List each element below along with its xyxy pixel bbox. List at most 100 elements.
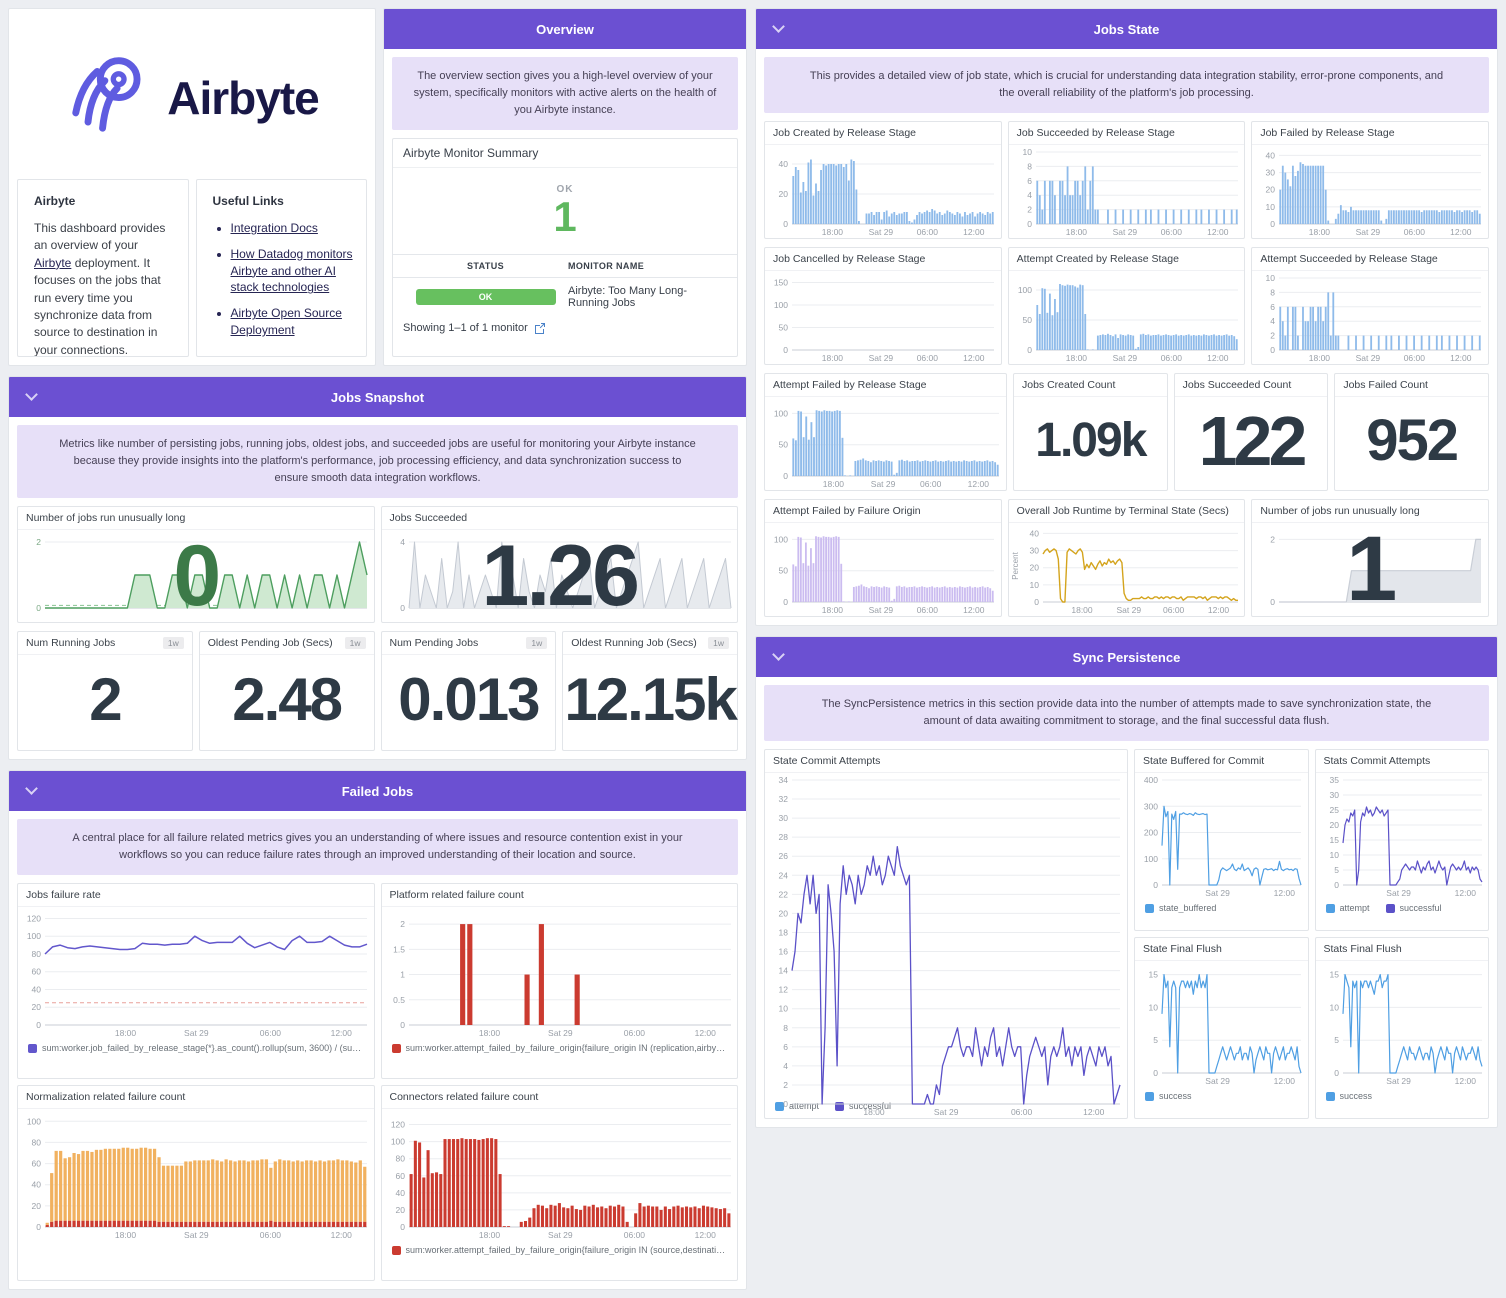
chart-title: Stats Final Flush [1323,943,1402,956]
stat-oldest-pending-job[interactable]: Oldest Pending Job (Secs) 1w 2.48 [198,631,375,752]
datadog-monitors-link[interactable]: How Datadog monitors Airbyte and other A… [230,246,353,295]
legend-item[interactable]: success [1145,1091,1192,1101]
chart-job-cancelled-by-release-stage[interactable]: Job Cancelled by Release Stage 0 50 100 150… [764,247,1002,366]
overview-section: Overview The overview section gives you … [383,8,747,366]
svg-text:12:00: 12:00 [694,1028,716,1038]
svg-text:10: 10 [1266,202,1276,212]
svg-text:0.5: 0.5 [393,995,405,1005]
chart-stats-final-flush[interactable]: Stats Final Flush 0 5 10 15 Sat 29 12:00 succ… [1314,937,1489,1120]
chevron-down-icon[interactable] [25,388,38,401]
jobs-state-header[interactable]: Jobs State [756,9,1497,49]
svg-text:5: 5 [1334,1035,1339,1045]
legend-item[interactable]: state_buffered [1145,903,1216,913]
airbyte-link[interactable]: Airbyte [34,255,72,270]
svg-text:10: 10 [1329,1003,1339,1013]
monitor-row[interactable]: OK Airbyte: Too Many Long-Running Jobs [393,278,737,316]
sync-persistence-header[interactable]: Sync Persistence [756,637,1497,678]
chart-attempt-failed-by-release-stage[interactable]: Attempt Failed by Release Stage 0 50 100 18… [764,373,1007,492]
chevron-down-icon[interactable] [772,648,785,661]
stat-jobs-succeeded-count[interactable]: Jobs Succeeded Count 122 [1173,373,1329,492]
chart-attempt-created-by-release-stage[interactable]: Attempt Created by Release Stage 0 50 100 1… [1007,247,1246,366]
chart-normalization-failure-count[interactable]: Normalization related failure count 0 20 4… [17,1085,375,1282]
svg-text:06:00: 06:00 [1404,227,1426,237]
svg-text:Sat 29: Sat 29 [1356,227,1381,237]
legend-item[interactable]: attempt [775,1101,819,1111]
legend-swatch [1385,903,1395,913]
svg-text:50: 50 [1022,315,1032,325]
svg-text:60: 60 [395,1171,405,1181]
chart-state-commit-attempts[interactable]: State Commit Attempts 0 2 4 6 8 10 12 14 16 18 20 2… [764,749,1128,1120]
legend-item[interactable]: sum:worker.attempt_failed_by_failure_ori… [391,1043,727,1053]
chart-title: Platform related failure count [389,889,524,902]
chart-legend: sum:worker.attempt_failed_by_failure_ori… [382,1241,738,1262]
stat-title: Oldest Pending Job (Secs) [207,637,333,650]
legend-item[interactable]: sum:worker.attempt_failed_by_failure_ori… [391,1245,727,1255]
chart-jobs-succeeded[interactable]: Jobs Succeeded 0 4 1.26 [380,506,738,624]
chart-job-succeeded-by-release-stage[interactable]: Job Succeeded by Release Stage 0 2 4 6 8 10 18… [1007,121,1246,240]
svg-text:0: 0 [783,1099,788,1109]
chart-overall-job-runtime[interactable]: Overall Job Runtime by Terminal State (S… [1007,499,1246,618]
stat-jobs-failed-count[interactable]: Jobs Failed Count 952 [1334,373,1489,492]
stat-num-running-jobs[interactable]: Num Running Jobs 1w 2 [17,631,193,752]
overview-header[interactable]: Overview [384,9,746,49]
chart-plot: 0 4 1.26 [382,528,738,622]
svg-text:Sat 29: Sat 29 [869,605,894,615]
chart-plot: 0 50 100 18:00 Sat 29 06:00 12:00 [1009,271,1245,364]
monitor-ok-summary: OK 1 [393,168,737,254]
svg-text:Sat 29: Sat 29 [184,1230,209,1240]
svg-text:20: 20 [1266,185,1276,195]
svg-text:0: 0 [1334,1068,1339,1078]
svg-text:12:00: 12:00 [1450,353,1472,363]
svg-text:25: 25 [1329,805,1339,815]
failed-jobs-header[interactable]: Failed Jobs [9,771,746,812]
chart-attempt-succeeded-by-release-stage[interactable]: Attempt Succeeded by Release Stage 0 2 4 6 8… [1251,247,1489,366]
chart-stats-commit-attempts[interactable]: Stats Commit Attempts 0 5 10 15 20 25 30 35 Sat … [1314,749,1489,932]
open-source-link[interactable]: Airbyte Open Source Deployment [230,306,342,337]
useful-links-card: Useful Links Integration Docs How Datado… [195,179,367,357]
chart-state-buffered-for-commit[interactable]: State Buffered for Commit 0 100 200 300 400 S… [1134,749,1309,932]
chevron-down-icon[interactable] [25,782,38,796]
svg-text:35: 35 [1329,775,1339,785]
legend-item[interactable]: sum:worker.job_failed_by_release_stage{*… [28,1043,364,1053]
chart-plot: 0 50 100 18:00 Sat 29 06:00 12:00 [765,397,1006,490]
legend-item[interactable]: success [1325,1091,1372,1101]
stat-num-pending-jobs[interactable]: Num Pending Jobs 1w 0.013 [380,631,557,752]
svg-text:15: 15 [1329,835,1339,845]
chart-job-failed-by-release-stage[interactable]: Job Failed by Release Stage 0 10 20 30 40 18:… [1251,121,1489,240]
svg-text:0: 0 [36,1020,41,1030]
chart-state-final-flush[interactable]: State Final Flush 0 5 10 15 Sat 29 12:00 succ… [1134,937,1309,1120]
chart-title: State Final Flush [1143,943,1222,956]
legend-item[interactable]: successful [835,1101,891,1111]
chart-plot: 0 2 4 6 8 10 18:00 Sat 29 06:00 12:00 [1252,271,1488,364]
chart-title: Attempt Created by Release Stage [1016,253,1179,266]
stat-oldest-running-job[interactable]: Oldest Running Job (Secs) 1w 12.15k [562,631,738,752]
legend-swatch [1325,903,1335,913]
svg-text:2: 2 [1271,331,1276,341]
jobs-snapshot-header[interactable]: Jobs Snapshot [9,377,746,417]
external-link-icon[interactable] [534,322,546,335]
stat-jobs-created-count[interactable]: Jobs Created Count 1.09k [1013,373,1168,492]
chart-title: State Commit Attempts [773,755,881,768]
chevron-down-icon[interactable] [772,20,785,33]
chart-platform-failure-count[interactable]: Platform related failure count 0 0.5 1 1.5 2… [380,883,738,1080]
chart-job-created-by-release-stage[interactable]: Job Created by Release Stage 0 20 40 18:00 S… [764,121,1002,240]
jobs-snapshot-section: Jobs Snapshot Metrics like number of per… [8,376,747,761]
legend-swatch [391,1043,401,1053]
chart-jobs-failure-rate[interactable]: Jobs failure rate 0 20 40 60 80 100 120 18:00 Sa… [17,883,375,1080]
chart-plot: 0 2 4 6 8 10 12 14 16 18 20 22 24 26 28 30 32 34 18:00 Sat … [765,773,1127,1117]
chart-attempt-failed-by-failure-origin[interactable]: Attempt Failed by Failure Origin 0 50 100 1… [764,499,1002,618]
svg-text:80: 80 [32,949,42,959]
branding-card: Airbyte Airbyte This dashboard provides … [8,8,376,366]
chart-legend: state_buffered [1135,899,1308,920]
legend-item[interactable]: successful [1385,903,1442,913]
chart-plot: 0 50 100 150 18:00 Sat 29 06:00 12:00 [765,271,1001,364]
legend-item[interactable]: attempt [1325,903,1370,913]
integration-docs-link[interactable]: Integration Docs [230,221,318,235]
svg-text:Sat 29: Sat 29 [869,227,894,237]
chart-legend: attempt successful [1316,899,1489,920]
chart-connectors-failure-count[interactable]: Connectors related failure count 0 20 40 60… [380,1085,738,1282]
